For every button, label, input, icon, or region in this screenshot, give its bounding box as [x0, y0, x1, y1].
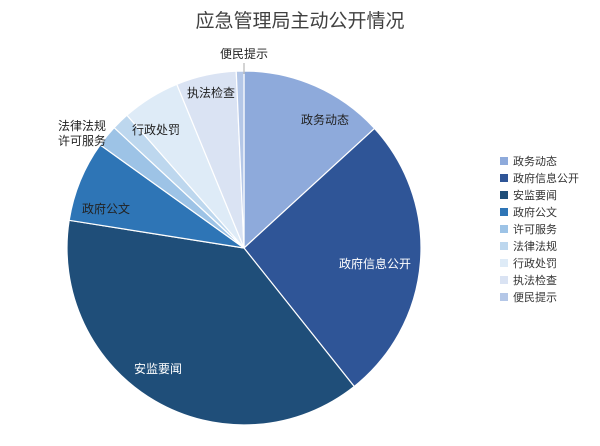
- legend-label: 安监要闻: [513, 188, 557, 202]
- legend-label: 法律法规: [513, 239, 557, 253]
- legend-swatch: [500, 173, 508, 182]
- legend-swatch: [500, 190, 508, 199]
- legend-label: 行政处罚: [513, 256, 557, 270]
- slice-label: 政府公文: [82, 201, 130, 216]
- legend-swatch: [500, 275, 508, 284]
- slice-label: 政府信息公开: [339, 256, 411, 271]
- legend-label: 便民提示: [513, 290, 557, 304]
- legend-swatch: [500, 156, 508, 165]
- pie-slices: [66, 70, 422, 426]
- legend-item: 安监要闻: [500, 186, 579, 203]
- legend-swatch: [500, 241, 508, 250]
- legend-item: 政府信息公开: [500, 169, 579, 186]
- chart-title: 应急管理局主动公开情况: [195, 10, 405, 32]
- legend-item: 政务动态: [500, 152, 579, 169]
- legend-swatch: [500, 292, 508, 301]
- legend-label: 政务动态: [513, 154, 557, 168]
- legend-label: 政府公文: [513, 205, 557, 219]
- pie-slice: [243, 70, 376, 250]
- slice-label: 行政处罚: [132, 123, 180, 137]
- legend-label: 许可服务: [513, 222, 557, 236]
- legend-item: 许可服务: [500, 220, 579, 237]
- legend-item: 行政处罚: [500, 254, 579, 271]
- legend-swatch: [500, 224, 508, 233]
- slice-label: 便民提示: [220, 46, 268, 61]
- slice-label: 法律法规许可服务: [58, 118, 106, 148]
- chart-legend: 政务动态政府信息公开 安监要闻政府公文许可服务法律法规行政处罚执法检查便民提示: [500, 152, 579, 305]
- legend-swatch: [500, 207, 508, 216]
- legend-item: 便民提示: [500, 288, 579, 305]
- legend-label: 执法检查: [513, 273, 557, 287]
- legend-swatch: [500, 258, 508, 267]
- pie-slice: [243, 127, 422, 388]
- legend-label: 政府信息公开: [513, 171, 579, 185]
- slice-label: 执法检查: [187, 85, 235, 100]
- slice-label: 安监要闻: [134, 361, 182, 376]
- legend-item: 政府公文: [500, 203, 579, 220]
- slice-label: 政务动态: [301, 112, 349, 127]
- legend-item: 执法检查: [500, 271, 579, 288]
- pie-slice: [66, 219, 356, 426]
- legend-item: 法律法规: [500, 237, 579, 254]
